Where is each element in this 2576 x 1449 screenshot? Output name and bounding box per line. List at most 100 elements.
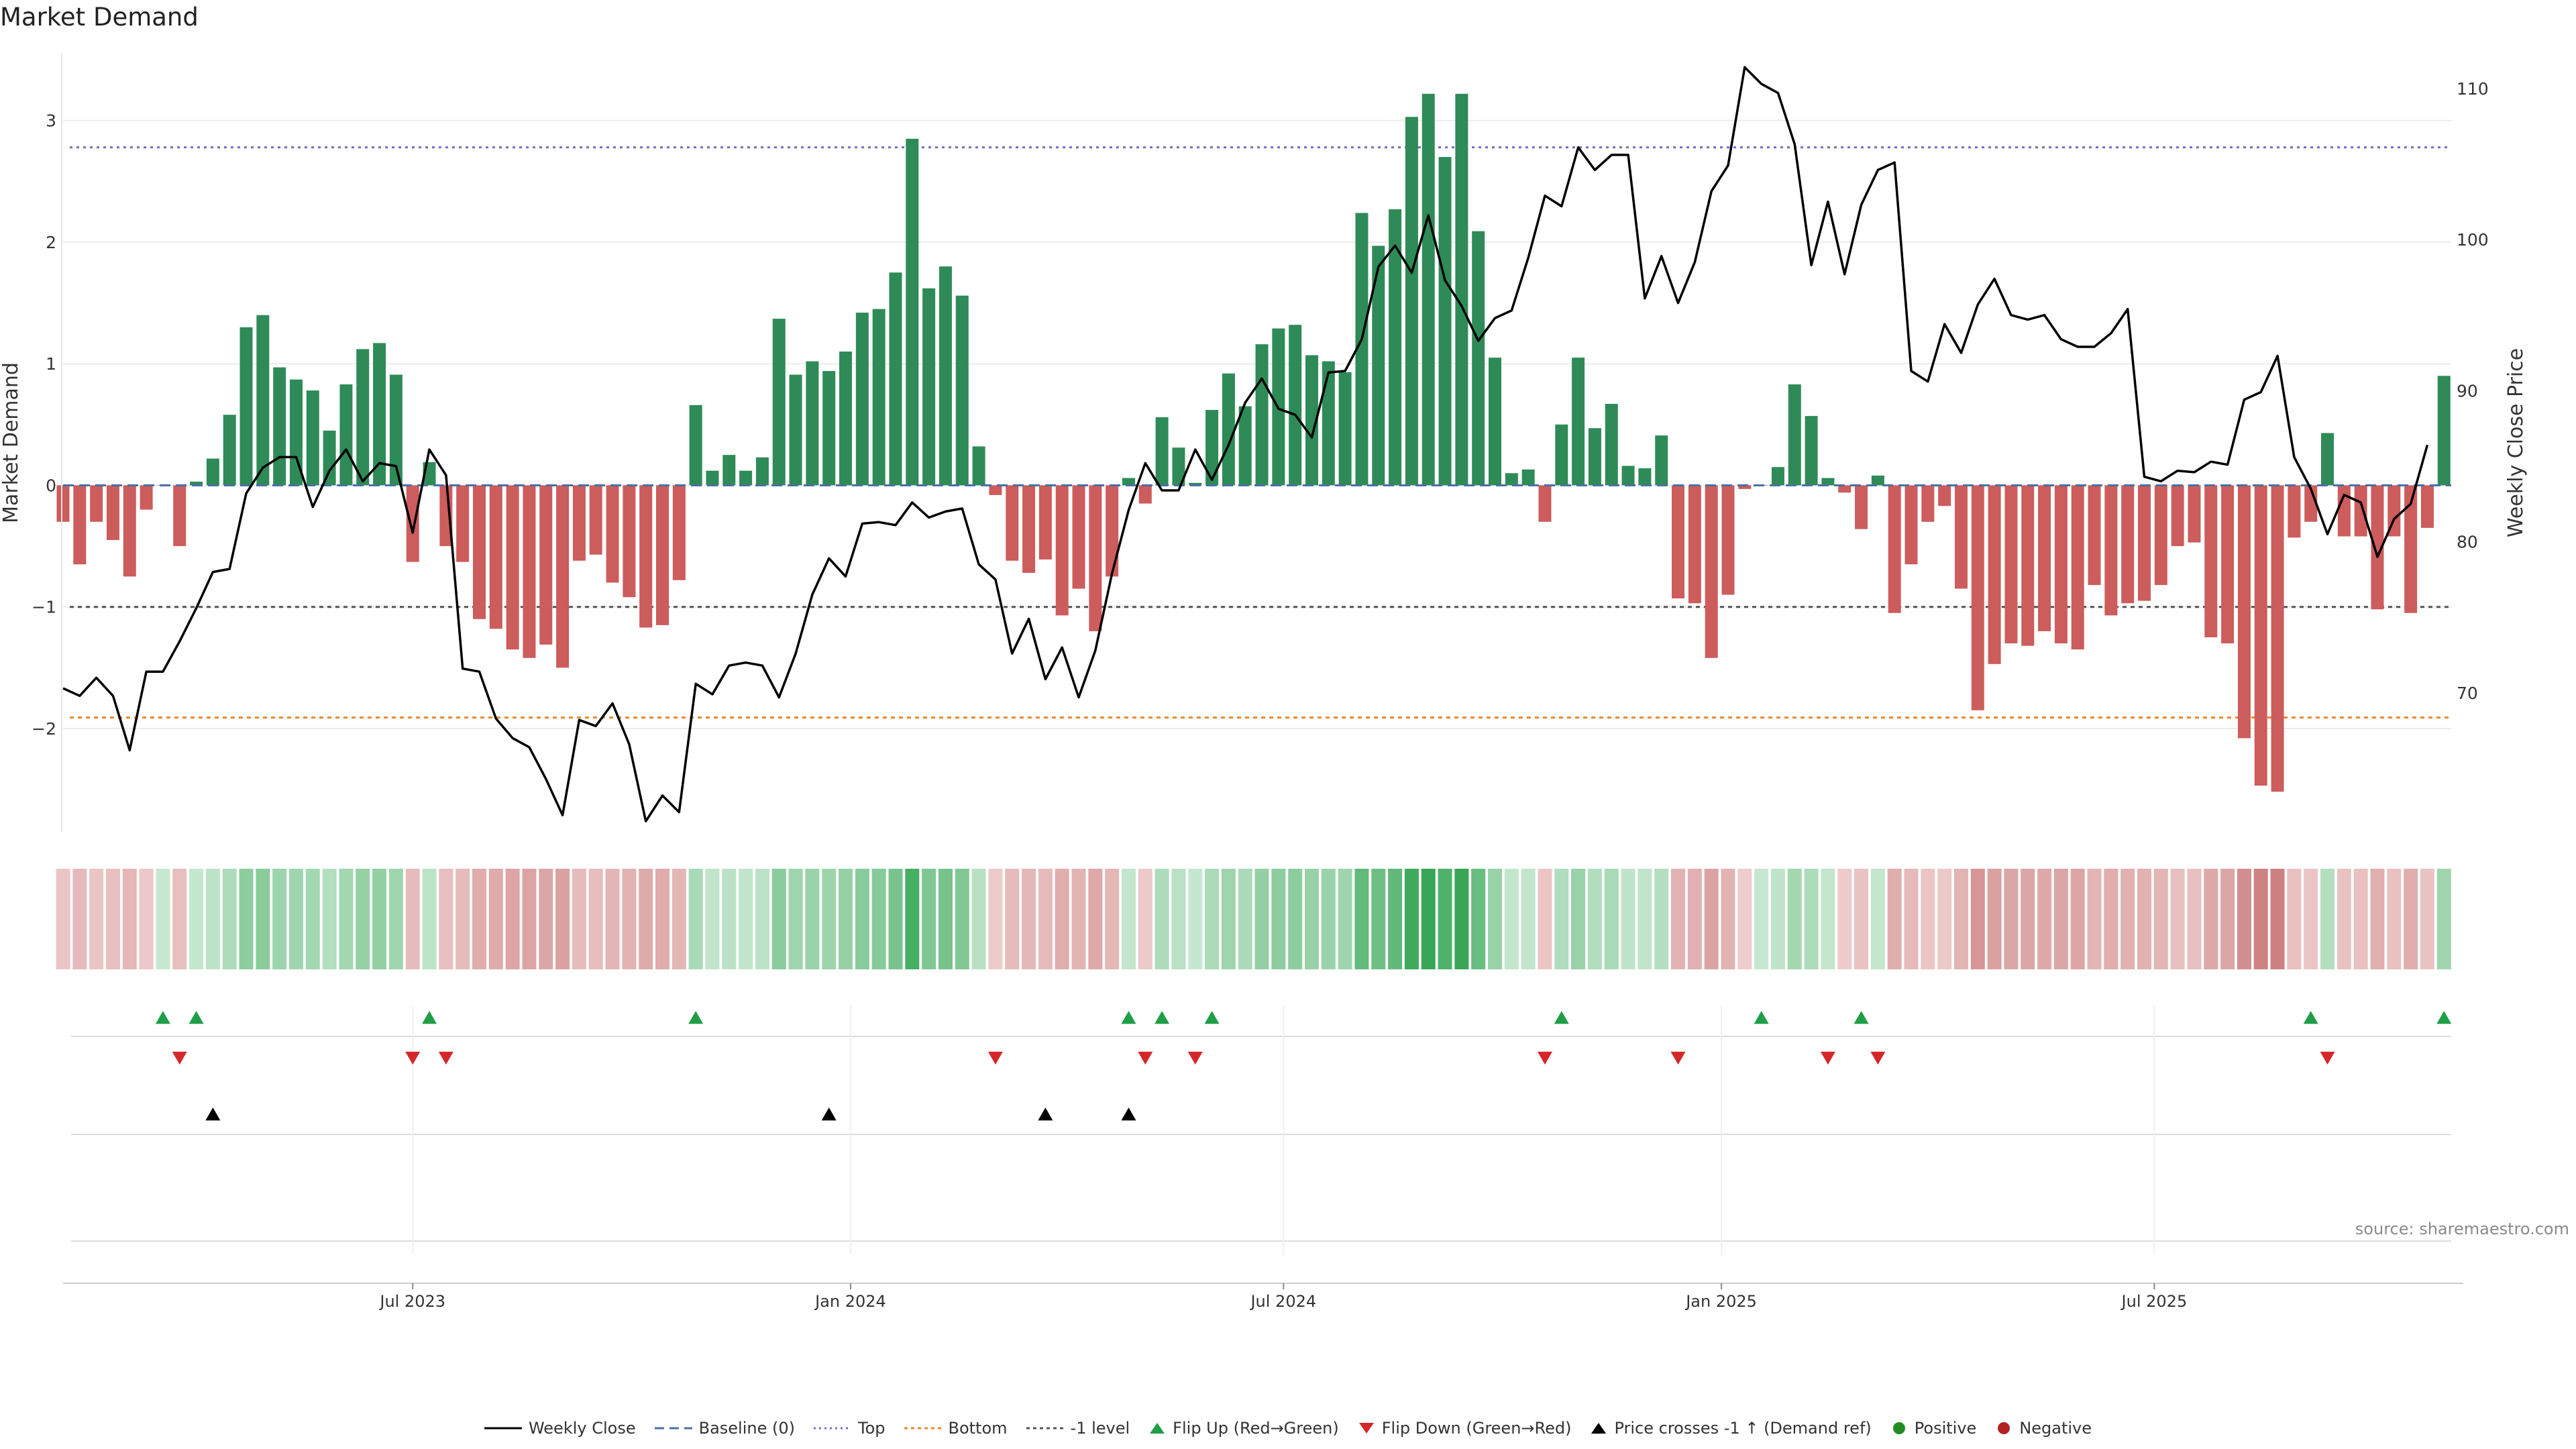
demand-bar [1072, 485, 1085, 589]
heat-cell [1088, 869, 1103, 969]
x-tick-label: Jul 2025 [2121, 1292, 2188, 1311]
demand-bar [1788, 384, 1801, 486]
demand-bar [1938, 485, 1951, 506]
heat-cell [1471, 869, 1486, 969]
demand-bar [1338, 372, 1352, 486]
heat-cell [2053, 869, 2068, 969]
legend-swatch-cross [1591, 1423, 1607, 1434]
legend-item-minus1: -1 level [1026, 1419, 1130, 1438]
heat-cell [522, 869, 537, 969]
heat-cell [2320, 869, 2335, 969]
demand-bar [190, 482, 203, 486]
heat-cell [1105, 869, 1120, 969]
heat-cell [2204, 869, 2218, 969]
demand-bar [73, 485, 87, 565]
demand-bar [406, 485, 419, 562]
flip-down-marker [172, 1051, 187, 1065]
heat-cell [2370, 869, 2385, 969]
heat-cell [56, 869, 70, 969]
heat-cell [839, 869, 853, 969]
heat-cell [1171, 869, 1186, 969]
heat-cell [655, 869, 670, 969]
heat-cell [2304, 869, 2318, 969]
demand-bar [589, 485, 602, 555]
heat-cell [2170, 869, 2185, 969]
heat-cell [988, 869, 1003, 969]
demand-bar [989, 485, 1002, 495]
flip-down-marker [1870, 1051, 1886, 1065]
demand-bar [2237, 485, 2251, 739]
heat-cell [1221, 869, 1236, 969]
heat-cell [1870, 869, 1885, 969]
demand-bar [2188, 485, 2201, 543]
demand-bar [1189, 482, 1202, 486]
demand-bar [339, 384, 353, 486]
demand-bar [2138, 485, 2151, 601]
demand-bar [223, 415, 236, 486]
y2-tick-label: 110 [2457, 79, 2489, 99]
demand-bar [623, 485, 636, 598]
demand-bar [822, 371, 836, 486]
demand-bar [489, 485, 502, 629]
demand-bar [289, 379, 303, 486]
demand-bar [739, 470, 753, 486]
demand-bar [1638, 468, 1652, 486]
demand-bar [1138, 485, 1152, 504]
y-tick-label: −1 [32, 598, 56, 617]
demand-bar [2054, 485, 2068, 644]
legend-item-top: Top [814, 1419, 885, 1438]
demand-bar [1106, 485, 1119, 577]
y-tick-label: 0 [46, 476, 56, 495]
y2-axis-label: Weekly Close Price [2504, 348, 2528, 537]
demand-bars [56, 93, 2451, 792]
demand-bar [539, 485, 553, 645]
x-tick-label: Jul 2023 [378, 1292, 445, 1311]
heat-cell [2153, 869, 2168, 969]
flip-down-marker [438, 1051, 453, 1065]
demand-bar [1855, 485, 1868, 529]
demand-bar [2021, 485, 2035, 646]
heat-cell [356, 869, 370, 969]
demand-bar [1255, 344, 1269, 486]
heat-cell [555, 869, 570, 969]
heat-cell [439, 869, 453, 969]
heat-cell [205, 869, 220, 969]
demand-bar [1122, 478, 1135, 486]
demand-bar [1538, 485, 1552, 522]
demand-bar [722, 455, 736, 486]
demand-bar [755, 457, 769, 486]
demand-bar [206, 458, 219, 486]
heat-cell [1887, 869, 1902, 969]
flip-up-marker [688, 1011, 704, 1024]
demand-bar [1022, 485, 1036, 573]
heat-cell [272, 869, 287, 969]
demand-bar [2404, 485, 2418, 613]
demand-bar [1771, 467, 1784, 486]
flip-down-marker [1670, 1051, 1686, 1065]
heat-cell [2237, 869, 2251, 969]
y-tick-label: 2 [46, 233, 56, 252]
demand-bar [2004, 485, 2018, 644]
heat-cell [1421, 869, 1436, 969]
y-axis-label: Market Demand [0, 362, 23, 523]
heat-cell [922, 869, 936, 969]
heat-cell [72, 869, 87, 969]
legend-item-line: Weekly Close [484, 1419, 636, 1438]
flip-up-marker [155, 1011, 170, 1024]
flip-down-marker [405, 1051, 421, 1065]
heat-cell [905, 869, 920, 969]
legend-label: Weekly Close [528, 1419, 636, 1438]
legend-swatch-minus1 [1026, 1427, 1064, 1430]
demand-bar [1289, 325, 1302, 486]
heat-cell [1721, 869, 1735, 969]
demand-bar [2204, 485, 2218, 637]
heat-cell [871, 869, 886, 969]
heat-cell [1654, 869, 1669, 969]
heat-cell [2070, 869, 2085, 969]
legend-swatch-flip_down [1358, 1423, 1374, 1434]
heat-cell [1687, 869, 1702, 969]
demand-bar [706, 470, 719, 486]
heat-cell [888, 869, 903, 969]
heat-cell [1354, 869, 1369, 969]
heat-cell [1621, 869, 1635, 969]
